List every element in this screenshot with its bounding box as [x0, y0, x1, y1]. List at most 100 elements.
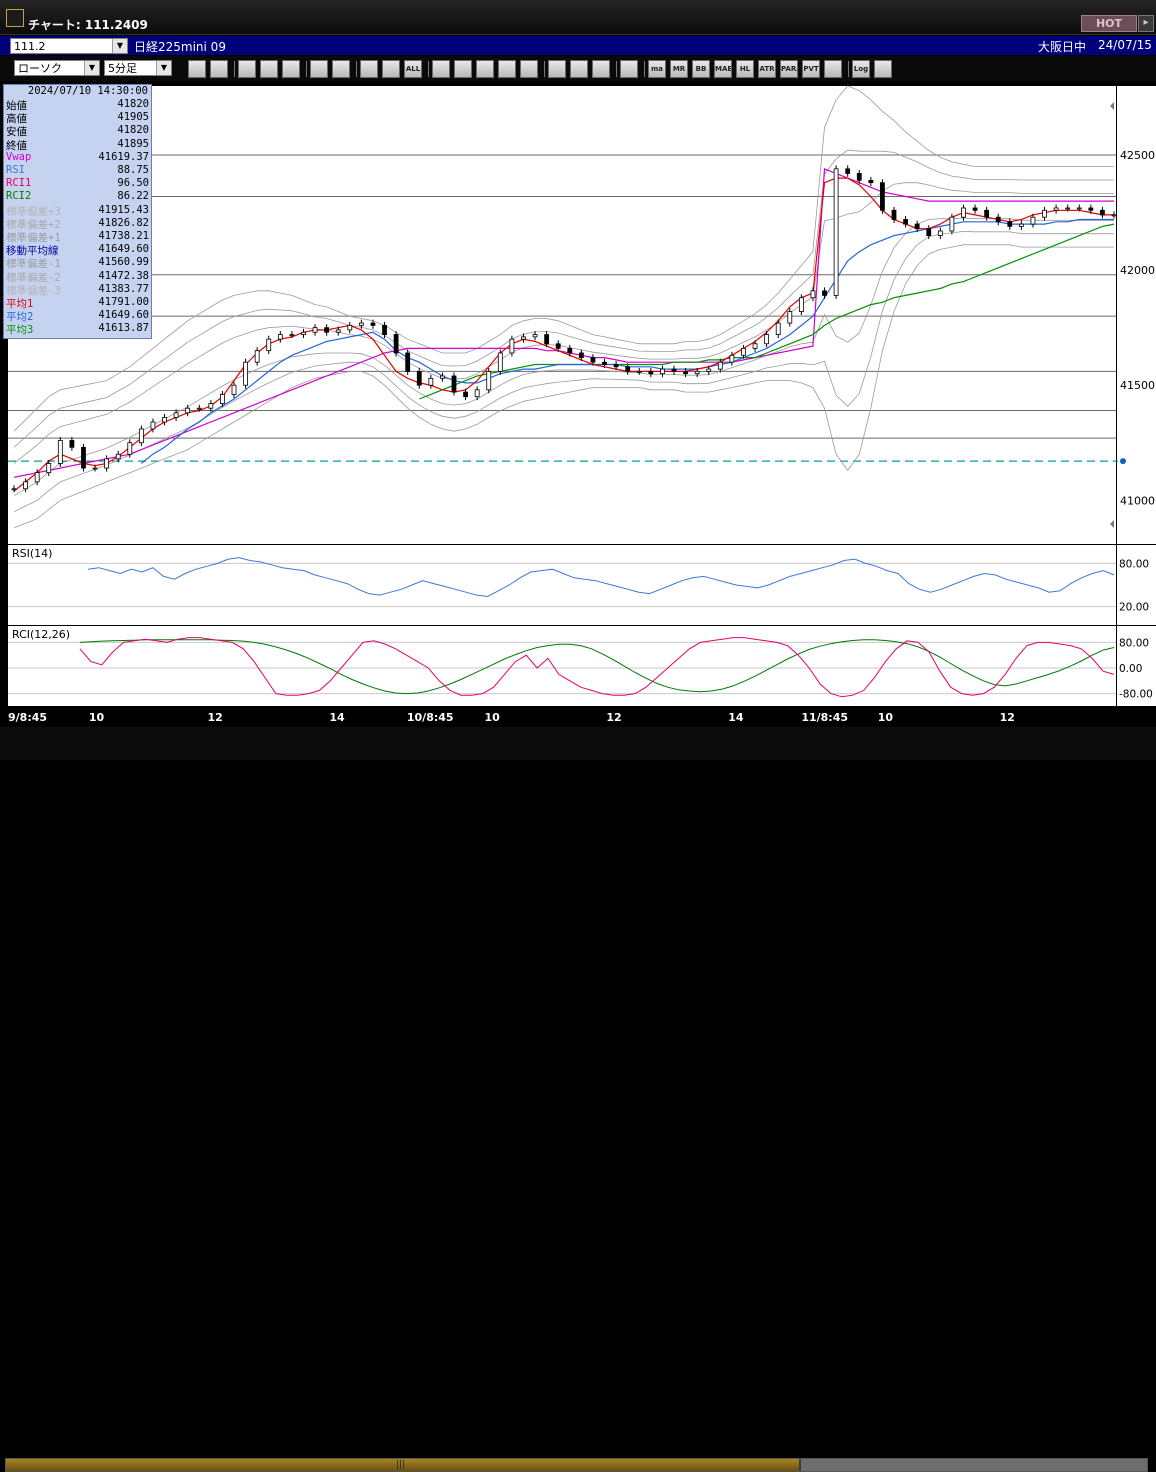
- down-arrow-button[interactable]: [238, 60, 256, 78]
- ma-button[interactable]: ma: [648, 60, 666, 78]
- magnify-button[interactable]: [188, 60, 206, 78]
- log-button[interactable]: Log: [852, 60, 870, 78]
- scroll-down-icon[interactable]: [1110, 520, 1114, 528]
- undo-button[interactable]: [498, 60, 516, 78]
- zoom-button[interactable]: [260, 60, 278, 78]
- atr-button[interactable]: ATR: [758, 60, 776, 78]
- line-tool-button[interactable]: [454, 60, 472, 78]
- candle: [347, 324, 353, 331]
- time-scrollbar[interactable]: |||: [5, 1458, 1148, 1472]
- box-button[interactable]: [570, 60, 588, 78]
- doc-button[interactable]: [520, 60, 538, 78]
- bb-button[interactable]: BB: [692, 60, 710, 78]
- toolbar-separator: [616, 61, 617, 77]
- gray-button[interactable]: [332, 60, 350, 78]
- buysell-button[interactable]: [310, 60, 328, 78]
- pvt-button[interactable]: PVT: [802, 60, 820, 78]
- info-label: 高値: [6, 113, 27, 126]
- all-button[interactable]: ALL: [404, 60, 422, 78]
- price-pane[interactable]: [8, 86, 1116, 544]
- candle: [463, 391, 468, 398]
- toolbar: ローソク ▼ 5分足 ▼ ALL maMRBBMAEHLATRPARAPVT Log: [0, 56, 1156, 81]
- candle: [335, 329, 341, 333]
- info-label: 標準偏差-3: [6, 284, 61, 297]
- mr-button[interactable]: MR: [670, 60, 688, 78]
- rci-tick-label: 0.00: [1119, 663, 1142, 675]
- mae-button[interactable]: MAE: [714, 60, 732, 78]
- chart-area[interactable]: 41000 41500 42000 42500 80.00 20.00 80.00 0.0…: [0, 84, 1156, 727]
- candle: [856, 173, 862, 181]
- info-value: 41619.37: [98, 150, 149, 163]
- candle: [231, 384, 237, 395]
- chevron-down-icon[interactable]: ▼: [112, 39, 127, 53]
- toolbar-separator: [544, 61, 545, 77]
- info-value: 96.50: [117, 177, 149, 190]
- candle: [903, 219, 908, 225]
- rci-tick-label: -80.00: [1119, 689, 1153, 701]
- period-select[interactable]: 5分足 ▼: [104, 60, 172, 76]
- candle: [57, 440, 63, 464]
- bollinger-band-line: [13, 149, 1114, 448]
- info-value: 41820: [117, 98, 149, 110]
- hot-button[interactable]: HOT: [1081, 15, 1137, 32]
- title-bar: チャート: 111.2409 HOT ▸: [0, 0, 1156, 35]
- candle: [578, 352, 584, 358]
- info-row: 標準偏差+1 41738.21: [5, 230, 150, 244]
- candle: [1018, 223, 1024, 227]
- box2-button[interactable]: [824, 60, 842, 78]
- scroll-up-icon[interactable]: [1110, 102, 1114, 110]
- candle: [243, 361, 248, 386]
- candle: [1030, 216, 1036, 225]
- candle: [46, 463, 52, 474]
- info-panel: 2024/07/10 14:30:00 始値 41820 高値 41905 安値 4182…: [3, 84, 152, 339]
- wrench-button[interactable]: [592, 60, 610, 78]
- rsi-axis: [1117, 545, 1156, 625]
- info-value: 41613.87: [98, 322, 149, 335]
- bar-chart-button[interactable]: [282, 60, 300, 78]
- rci2-line: [79, 639, 1115, 695]
- info-row: RSI 88.75: [5, 164, 150, 177]
- app-logo-icon: [6, 9, 24, 27]
- candle: [671, 368, 677, 372]
- trash-button[interactable]: [548, 60, 566, 78]
- candle: [138, 428, 144, 444]
- candle: [798, 297, 804, 312]
- pencil-button[interactable]: [432, 60, 450, 78]
- info-value: 41820: [117, 124, 149, 137]
- candle: [301, 331, 306, 335]
- info-value: 41649.60: [98, 243, 149, 256]
- chart-type-select[interactable]: ローソク ▼: [14, 60, 100, 76]
- candle: [69, 440, 75, 448]
- para-button[interactable]: PARA: [780, 60, 798, 78]
- candle-button[interactable]: [360, 60, 378, 78]
- arrow-button[interactable]: [476, 60, 494, 78]
- bollinger-band-line: [13, 182, 1114, 464]
- info-value: 41472.38: [98, 269, 149, 282]
- window-control-button[interactable]: ▸: [1138, 15, 1154, 32]
- x-axis-label: 14: [329, 711, 345, 724]
- candle: [822, 290, 827, 296]
- candle: [289, 334, 295, 336]
- info-row: 平均1 41791.00: [5, 296, 150, 310]
- info-row: 平均2 41649.60: [5, 309, 150, 323]
- info-datetime: 2024/07/10 14:30:00: [27, 85, 148, 97]
- rainbow-button[interactable]: [620, 60, 638, 78]
- candle: [173, 412, 179, 418]
- info-value: 41560.99: [98, 256, 149, 269]
- rsi-pane[interactable]: [8, 545, 1116, 625]
- cursor-button[interactable]: [210, 60, 228, 78]
- candle: [127, 442, 133, 455]
- symbol-combo[interactable]: 111.2 ▼: [10, 38, 128, 54]
- chevron-down-icon[interactable]: ▼: [84, 61, 99, 75]
- info-row: 移動平均線 41649.60: [5, 243, 150, 257]
- price-tick-label: 41500: [1120, 379, 1155, 392]
- hl-button[interactable]: HL: [736, 60, 754, 78]
- candle-two-button[interactable]: [382, 60, 400, 78]
- info-value: 41826.82: [98, 216, 149, 229]
- candle: [706, 368, 712, 372]
- export-button[interactable]: [874, 60, 892, 78]
- candle: [775, 322, 781, 335]
- chevron-down-icon[interactable]: ▼: [156, 61, 171, 75]
- bottom-bar: |||: [0, 727, 1156, 1472]
- info-row: Vwap 41619.37: [5, 151, 150, 164]
